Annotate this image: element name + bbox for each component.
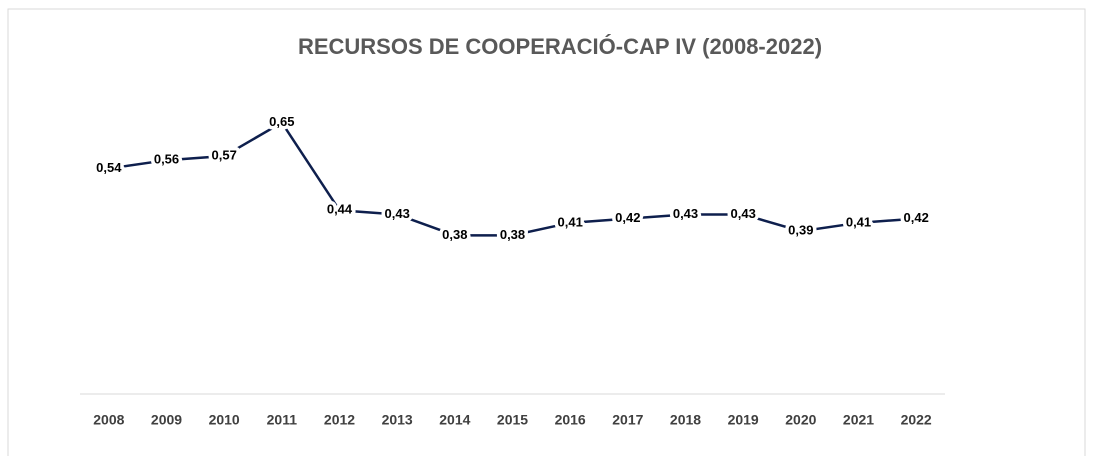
- data-label: 0,57: [212, 147, 237, 162]
- chart-frame: [7, 8, 1086, 456]
- data-label: 0,39: [788, 223, 813, 238]
- x-tick-label: 2019: [728, 412, 759, 428]
- x-tick-label: 2022: [901, 412, 932, 428]
- data-label: 0,42: [615, 210, 640, 225]
- x-tick-label: 2015: [497, 412, 528, 428]
- data-label: 0,43: [731, 206, 756, 221]
- x-tick-label: 2017: [612, 412, 643, 428]
- data-label: 0,54: [96, 160, 122, 175]
- data-label: 0,38: [500, 227, 525, 242]
- x-tick-label: 2018: [670, 412, 701, 428]
- x-tick-label: 2021: [843, 412, 874, 428]
- data-label: 0,65: [269, 114, 294, 129]
- data-label: 0,41: [558, 214, 583, 229]
- x-tick-label: 2010: [209, 412, 240, 428]
- x-tick-label: 2011: [267, 412, 298, 428]
- x-tick-label: 2020: [785, 412, 816, 428]
- data-label: 0,41: [846, 214, 871, 229]
- chart-title: RECURSOS DE COOPERACIÓ-CAP IV (2008-2022…: [298, 34, 822, 59]
- x-tick-label: 2013: [382, 412, 413, 428]
- data-label: 0,56: [154, 152, 179, 167]
- x-tick-label: 2016: [555, 412, 586, 428]
- data-label: 0,44: [327, 202, 353, 217]
- x-tick-label: 2012: [324, 412, 355, 428]
- x-tick-label: 2008: [93, 412, 124, 428]
- x-tick-label: 2014: [439, 412, 470, 428]
- data-label: 0,38: [442, 227, 467, 242]
- data-label: 0,43: [385, 206, 410, 221]
- data-label: 0,43: [673, 206, 698, 221]
- data-line: [108, 120, 917, 237]
- x-tick-label: 2009: [151, 412, 182, 428]
- data-label: 0,42: [904, 210, 929, 225]
